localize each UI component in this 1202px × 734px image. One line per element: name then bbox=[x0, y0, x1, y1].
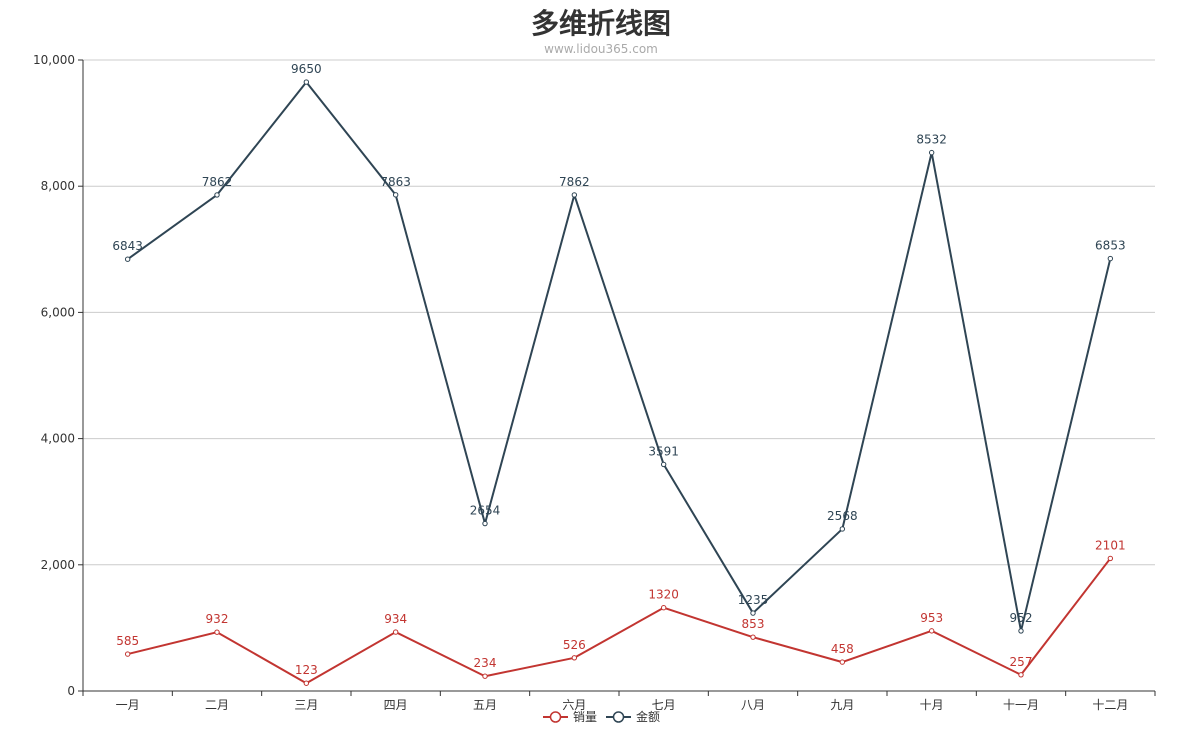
data-label: 6843 bbox=[112, 239, 143, 253]
data-label: 8532 bbox=[916, 133, 947, 147]
x-tick-label: 九月 bbox=[830, 698, 854, 712]
data-point[interactable] bbox=[750, 634, 756, 640]
data-point[interactable] bbox=[750, 610, 756, 616]
data-point[interactable] bbox=[124, 256, 131, 262]
data-label: 257 bbox=[1010, 655, 1033, 669]
data-point[interactable] bbox=[214, 192, 220, 198]
y-tick-label: 6,000 bbox=[41, 305, 75, 319]
legend-label-1[interactable]: 金额 bbox=[636, 709, 660, 724]
data-label: 585 bbox=[116, 634, 139, 648]
data-point[interactable] bbox=[928, 149, 935, 156]
data-label: 7862 bbox=[202, 175, 233, 189]
data-label: 2654 bbox=[470, 504, 501, 518]
data-point[interactable] bbox=[928, 628, 935, 634]
data-label: 7863 bbox=[380, 175, 411, 189]
x-tick-label: 八月 bbox=[741, 698, 765, 712]
data-point[interactable] bbox=[482, 520, 488, 527]
y-tick-label: 0 bbox=[67, 684, 75, 698]
data-point[interactable] bbox=[839, 659, 846, 665]
y-tick-label: 8,000 bbox=[41, 179, 75, 193]
data-label: 3591 bbox=[648, 444, 679, 458]
data-label: 458 bbox=[831, 642, 854, 656]
data-point[interactable] bbox=[1018, 628, 1024, 634]
data-point[interactable] bbox=[1107, 255, 1114, 262]
data-label: 1235 bbox=[738, 593, 769, 607]
x-tick-label: 二月 bbox=[205, 698, 229, 712]
data-label: 6853 bbox=[1095, 239, 1126, 253]
data-point[interactable] bbox=[1107, 555, 1114, 562]
data-point[interactable] bbox=[392, 629, 399, 635]
data-point[interactable] bbox=[571, 655, 578, 661]
x-tick-label: 一月 bbox=[116, 698, 140, 712]
x-tick-label: 十二月 bbox=[1092, 698, 1128, 712]
data-point[interactable] bbox=[571, 192, 578, 198]
data-point[interactable] bbox=[1018, 672, 1024, 678]
data-point[interactable] bbox=[660, 461, 667, 468]
series-line-0[interactable] bbox=[127, 557, 1112, 685]
data-label: 1320 bbox=[648, 588, 679, 602]
data-label: 9650 bbox=[291, 62, 322, 76]
y-tick-label: 4,000 bbox=[41, 432, 75, 446]
chart-title: 多维折线图 bbox=[530, 7, 671, 40]
data-point[interactable] bbox=[214, 629, 220, 635]
data-label: 526 bbox=[563, 638, 586, 652]
data-label: 7862 bbox=[559, 175, 590, 189]
y-tick-label: 10,000 bbox=[33, 53, 75, 67]
data-point[interactable] bbox=[303, 680, 310, 686]
data-label: 932 bbox=[206, 612, 229, 626]
legend-label-0[interactable]: 销量 bbox=[573, 710, 597, 724]
chart-subtitle[interactable]: www.lidou365.com bbox=[544, 42, 658, 56]
data-point[interactable] bbox=[303, 79, 310, 85]
data-point[interactable] bbox=[660, 605, 667, 611]
data-point[interactable] bbox=[839, 526, 846, 532]
data-label: 934 bbox=[384, 612, 407, 626]
x-tick-label: 十月 bbox=[920, 698, 944, 712]
x-tick-label: 六月 bbox=[562, 698, 586, 712]
legend-marker-0[interactable] bbox=[549, 711, 562, 723]
legend-marker-1[interactable] bbox=[612, 711, 625, 723]
data-point[interactable] bbox=[392, 192, 399, 198]
data-point[interactable] bbox=[124, 651, 131, 657]
data-label: 123 bbox=[295, 663, 318, 677]
data-label: 2568 bbox=[827, 509, 858, 523]
data-label: 2101 bbox=[1095, 538, 1126, 552]
x-tick-label: 五月 bbox=[473, 698, 497, 712]
data-label: 853 bbox=[742, 617, 765, 631]
x-tick-label: 三月 bbox=[294, 698, 318, 712]
x-tick-label: 七月 bbox=[652, 698, 676, 712]
y-tick-label: 2,000 bbox=[41, 558, 75, 572]
series-line-1[interactable] bbox=[127, 81, 1112, 632]
data-label: 234 bbox=[474, 656, 497, 670]
data-point[interactable] bbox=[482, 673, 488, 679]
x-tick-label: 四月 bbox=[384, 698, 408, 712]
data-label: 953 bbox=[920, 611, 943, 625]
data-label: 952 bbox=[1010, 611, 1033, 625]
x-tick-label: 十一月 bbox=[1003, 698, 1039, 712]
